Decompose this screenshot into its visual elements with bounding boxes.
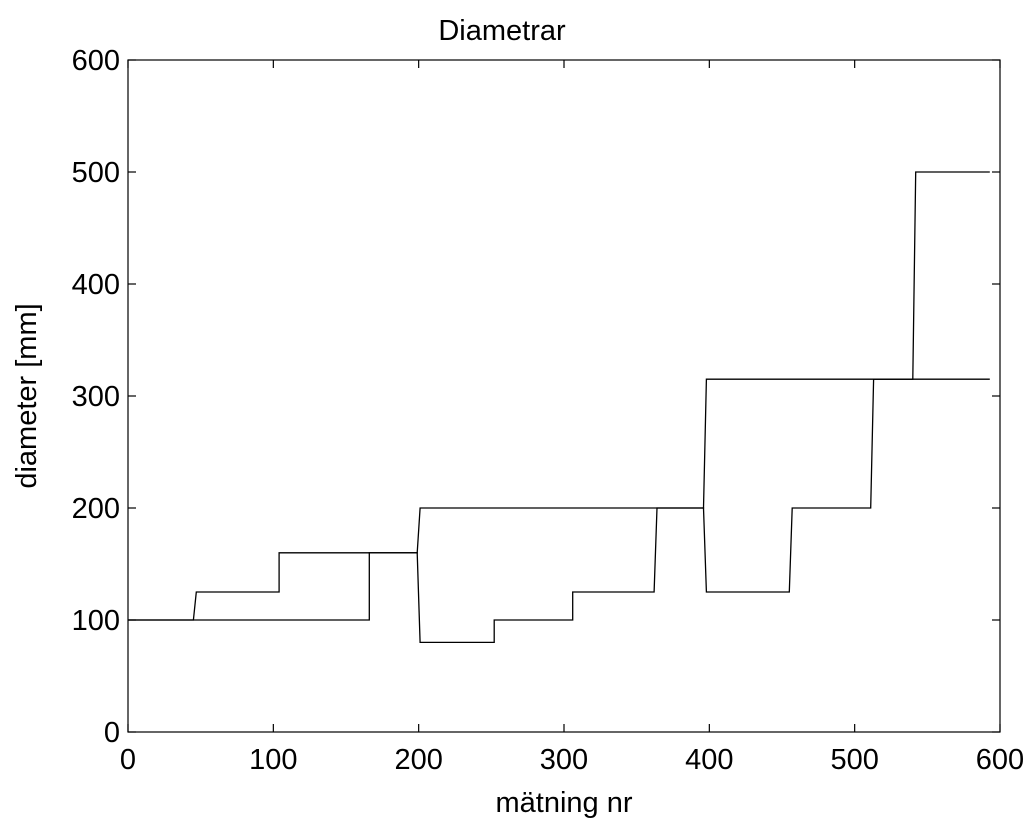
x-axis-label: mätning nr	[495, 787, 632, 819]
x-tick-label: 500	[830, 744, 878, 776]
x-tick-label: 100	[249, 744, 297, 776]
series-line-2	[128, 378, 990, 644]
y-tick-label: 100	[72, 605, 120, 637]
y-tick-label: 200	[72, 493, 120, 525]
plot-area-frame	[127, 59, 1001, 733]
x-tick-label: 300	[540, 744, 588, 776]
series-line-1	[128, 171, 990, 621]
x-tick-label: 200	[394, 744, 442, 776]
x-tick-label: 400	[685, 744, 733, 776]
y-tick-label: 600	[72, 45, 120, 77]
y-tick-label: 0	[104, 717, 120, 749]
ticks-layer: 0 100 200 300 400 500 600 0 100 200 300 400 500 600	[72, 45, 1025, 776]
series-layer	[128, 171, 990, 644]
y-tick-label: 500	[72, 157, 120, 189]
y-tick-label: 300	[72, 381, 120, 413]
chart-title: Diametrar	[438, 15, 566, 47]
x-tick-label: 0	[120, 744, 136, 776]
x-tick-label: 600	[976, 744, 1024, 776]
y-axis-label: diameter [mm]	[11, 303, 43, 488]
y-tick-label: 400	[72, 269, 120, 301]
